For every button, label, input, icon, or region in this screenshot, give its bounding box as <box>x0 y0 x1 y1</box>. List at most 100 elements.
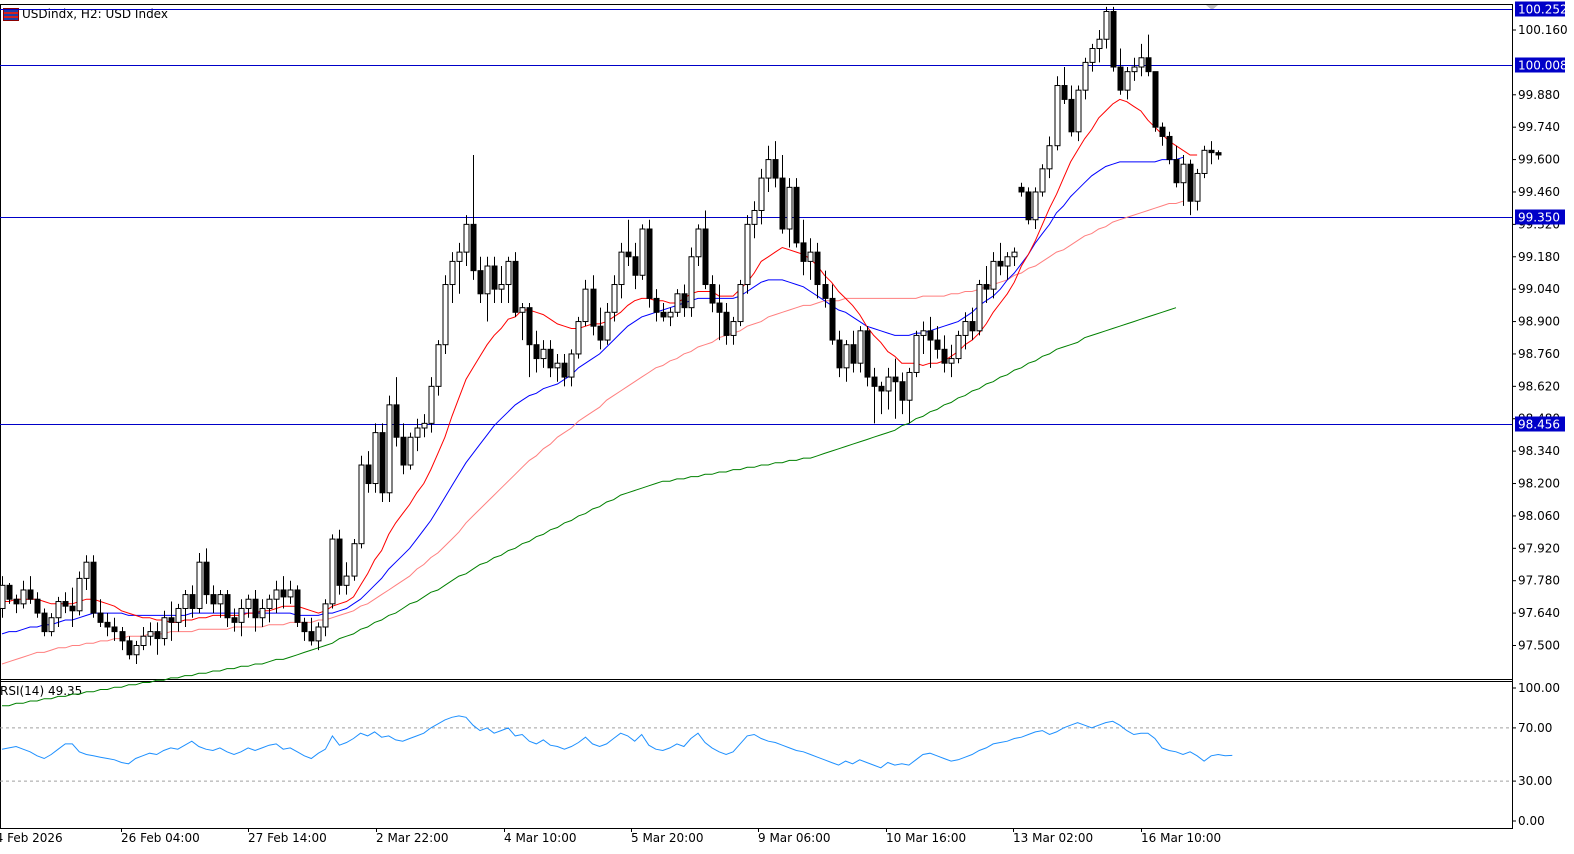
candle-bear <box>308 631 315 642</box>
price-tick-label: 98.620 <box>1518 379 1560 393</box>
sma-long-line <box>2 307 1177 707</box>
candle-bull <box>765 159 772 179</box>
candle-bull <box>906 371 913 401</box>
candle-bull <box>639 228 646 276</box>
candle-bull <box>329 538 336 605</box>
price-tick-label: 100.160 <box>1518 23 1568 37</box>
candle-bull <box>133 645 140 656</box>
candle-bear <box>681 293 688 309</box>
symbol-flag-icon <box>3 8 19 21</box>
candle-bear <box>210 594 217 605</box>
candle-bull <box>407 436 414 466</box>
candle-bull <box>1039 168 1046 193</box>
candle-bull <box>1032 191 1039 221</box>
price-tick-label: 98.060 <box>1518 509 1560 523</box>
candle-bull <box>737 284 744 323</box>
time-axis-label: 5 Mar 20:00 <box>631 831 704 845</box>
price-tag <box>1515 209 1565 225</box>
price-tick-label: 98.200 <box>1518 477 1560 491</box>
candle-bull <box>20 589 27 605</box>
candle-bear <box>203 561 210 596</box>
candle-bear <box>1152 71 1159 128</box>
candle-bull <box>744 223 751 286</box>
candle-bull <box>147 631 154 637</box>
candle-bull <box>1201 149 1208 174</box>
candle-bear <box>90 561 97 614</box>
candle-bull <box>730 321 737 336</box>
candle-bull <box>343 575 350 586</box>
candle-bull <box>1194 172 1201 202</box>
candle-bear <box>400 436 407 466</box>
candle-bear <box>526 307 533 346</box>
candle-bear <box>1068 98 1075 133</box>
candle-bull <box>428 385 435 424</box>
candle-bull <box>955 334 962 360</box>
candle-bull <box>48 617 55 633</box>
candle-bear <box>34 598 41 614</box>
candle-bear <box>1208 149 1215 154</box>
candle-bull <box>484 265 491 295</box>
candle-bear <box>632 256 639 276</box>
candle-bear <box>772 159 779 179</box>
candle-bull <box>519 307 526 313</box>
candle-bear <box>301 621 308 633</box>
candle-bear <box>69 605 76 612</box>
candle-bull <box>1054 85 1061 147</box>
candle-bear <box>779 177 786 230</box>
candle-bull <box>196 561 203 609</box>
candle-bear <box>547 348 554 369</box>
candle-bear <box>111 626 118 633</box>
candle-bear <box>62 601 69 607</box>
candle-bull <box>83 561 90 579</box>
candle-bull <box>1082 61 1089 91</box>
rsi-indicator-label: RSI(14) 49.35 <box>0 684 83 698</box>
price-tick-label: 99.040 <box>1518 282 1560 296</box>
chart-title: USDindx, H2: USD Index <box>22 7 168 21</box>
candle-bear <box>997 260 1004 267</box>
candle-bull <box>990 260 997 290</box>
candle-bull <box>1075 89 1082 133</box>
candle-bear <box>365 464 372 485</box>
candle-bear <box>969 321 976 332</box>
candle-bull <box>1131 66 1138 73</box>
candle-bull <box>1096 38 1103 50</box>
candle-bull <box>1004 256 1011 267</box>
candle-bull <box>182 594 189 609</box>
candle-bull <box>604 311 611 341</box>
candle-bear <box>822 284 829 299</box>
candle-bear <box>793 186 800 244</box>
candle-bear <box>477 270 484 295</box>
rsi-tick-label: 70.00 <box>1518 721 1552 735</box>
time-axis-label: 24 Feb 2026 <box>0 831 63 845</box>
candle-bear <box>871 376 878 387</box>
candle-bull <box>582 288 589 323</box>
price-tag-label: 100.008 <box>1518 59 1568 73</box>
candle-bull <box>611 284 618 313</box>
candle-bull <box>920 330 927 336</box>
candle-bear <box>800 242 807 262</box>
candle-bull <box>751 209 758 225</box>
candle-bear <box>126 640 133 656</box>
candle-bull <box>322 603 329 628</box>
candle-bear <box>1187 163 1194 202</box>
candle-bull <box>695 228 702 258</box>
candle-bull <box>913 334 920 373</box>
rsi-tick-label: 30.00 <box>1518 774 1552 788</box>
candle-bull <box>442 284 449 346</box>
candle-bull <box>175 607 182 623</box>
price-tick-label: 97.640 <box>1518 606 1560 620</box>
candle-bear <box>829 297 836 341</box>
candle-bear <box>1166 135 1173 161</box>
candle-bear <box>850 344 857 364</box>
candle-bear <box>154 631 161 640</box>
candle-bear <box>294 589 301 623</box>
candle-bull <box>273 589 280 600</box>
candle-bear <box>1215 152 1222 156</box>
candle-bull <box>976 284 983 332</box>
price-tick-label: 99.880 <box>1518 88 1560 102</box>
price-tag-label: 100.252 <box>1518 3 1568 17</box>
candle-bull <box>358 464 365 545</box>
candle-bull <box>140 635 147 647</box>
time-axis-label: 9 Mar 06:00 <box>758 831 831 845</box>
